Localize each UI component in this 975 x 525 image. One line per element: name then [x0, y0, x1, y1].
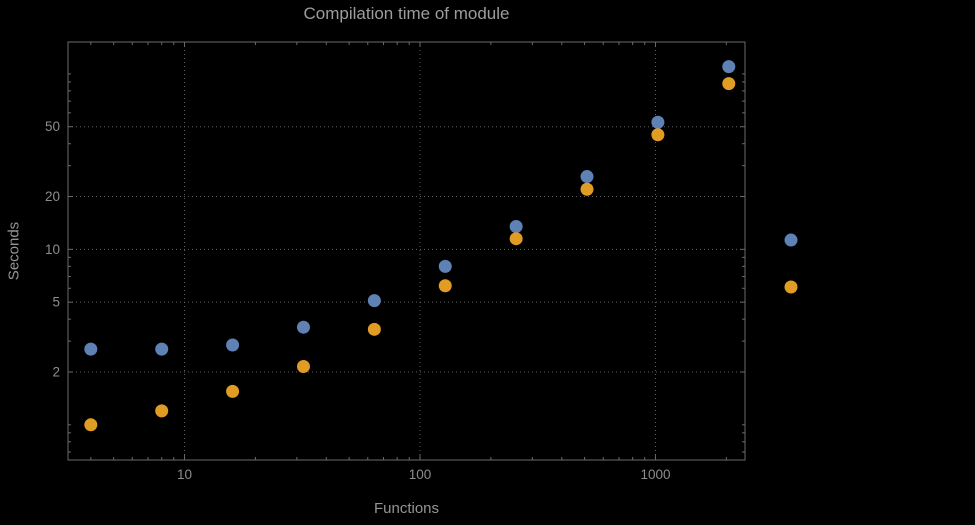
- data-point-series-orange: [509, 232, 523, 246]
- data-point-series-orange: [84, 418, 98, 432]
- data-point-series-orange: [296, 359, 310, 373]
- chart-title: Compilation time of module: [303, 4, 510, 23]
- data-point-series-blue: [367, 294, 381, 308]
- x-tick-label: 100: [409, 467, 432, 482]
- data-point-series-orange: [722, 77, 736, 91]
- data-point-series-orange: [580, 182, 594, 196]
- x-tick-label: 1000: [640, 467, 670, 482]
- y-tick-label: 5: [52, 295, 60, 310]
- y-axis-label-text: Seconds: [5, 221, 23, 281]
- data-point-series-blue: [84, 342, 98, 356]
- data-point-series-orange: [155, 404, 169, 418]
- x-axis-label: Functions: [373, 500, 440, 517]
- data-point-series-orange: [651, 128, 665, 142]
- y-tick-label: 2: [52, 364, 60, 379]
- data-point-series-blue: [580, 170, 594, 184]
- x-tick-label: 10: [177, 467, 192, 482]
- data-point-series-orange: [367, 322, 381, 336]
- data-point-series-blue: [651, 115, 665, 129]
- legend-marker-1: [784, 233, 798, 247]
- legend-marker-2: [784, 280, 798, 294]
- data-point-series-orange: [438, 279, 452, 293]
- data-point-series-blue: [722, 60, 736, 74]
- y-tick-label: 10: [45, 242, 60, 257]
- data-point-series-blue: [226, 338, 240, 352]
- plot-frame: [67, 41, 746, 461]
- y-tick-label: 50: [45, 119, 60, 134]
- data-point-series-blue: [296, 320, 310, 334]
- y-tick-label: 20: [45, 189, 60, 204]
- data-point-series-blue: [438, 259, 452, 273]
- data-point-series-orange: [226, 384, 240, 398]
- data-point-series-blue: [155, 342, 169, 356]
- data-point-series-blue: [509, 219, 523, 233]
